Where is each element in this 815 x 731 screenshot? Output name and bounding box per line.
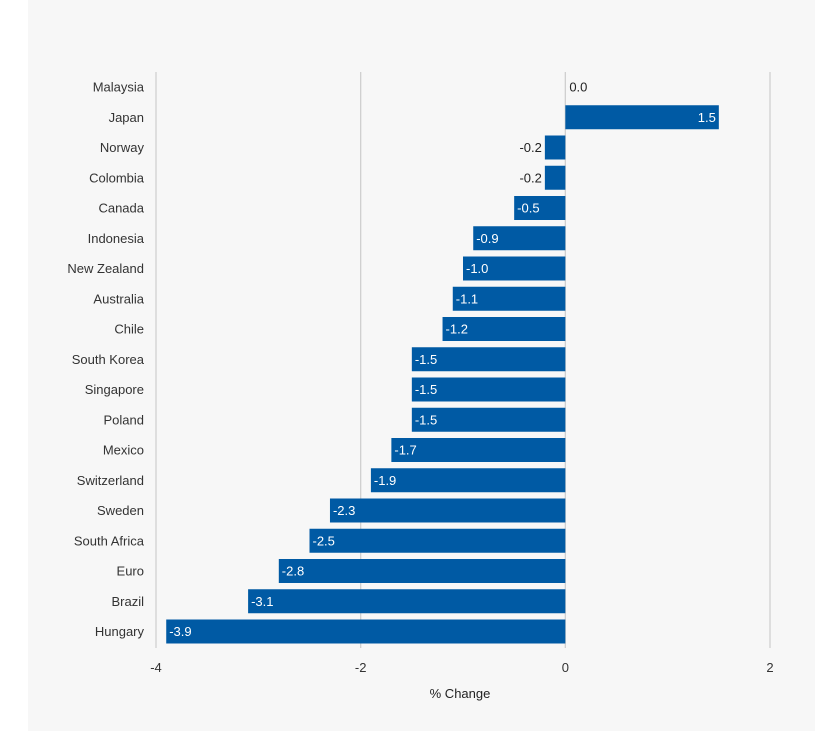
category-label: South Korea xyxy=(72,352,145,367)
value-label: -0.9 xyxy=(476,231,498,246)
value-label: 1.5 xyxy=(698,110,716,125)
category-label: Poland xyxy=(104,412,144,427)
bar xyxy=(329,498,566,523)
bars xyxy=(166,105,719,644)
bar xyxy=(463,256,566,281)
bar xyxy=(514,196,566,220)
category-labels: Malaysia Japan Norway Colombia Canada Indones… xyxy=(67,80,144,640)
category-label: Colombia xyxy=(89,170,145,185)
category-label: Sweden xyxy=(97,503,144,518)
bar xyxy=(442,317,566,341)
x-axis-ticks: -4 -2 0 2 xyxy=(150,660,773,675)
x-axis-title: % Change xyxy=(430,686,491,701)
bar xyxy=(473,226,566,251)
value-label: -1.5 xyxy=(415,412,437,427)
bar xyxy=(278,559,566,583)
bar xyxy=(309,528,566,553)
value-label: -2.5 xyxy=(313,533,335,548)
value-label: -1.0 xyxy=(466,261,488,276)
x-tick-label: -2 xyxy=(355,660,367,675)
bar xyxy=(544,135,566,160)
x-tick-label: -4 xyxy=(150,660,162,675)
bar xyxy=(411,407,566,432)
bar xyxy=(411,377,566,402)
category-label: Indonesia xyxy=(88,231,145,246)
category-label: Chile xyxy=(114,322,144,337)
value-label: -3.9 xyxy=(169,624,191,639)
category-label: Brazil xyxy=(111,594,144,609)
x-tick-label: 0 xyxy=(562,660,569,675)
category-label: Japan xyxy=(109,110,144,125)
value-label: -2.8 xyxy=(282,564,304,579)
category-label: Mexico xyxy=(103,443,144,458)
value-label: -1.9 xyxy=(374,473,396,488)
bar xyxy=(565,105,719,130)
bar xyxy=(391,438,566,462)
value-label: -1.2 xyxy=(446,322,468,337)
value-label: -0.2 xyxy=(519,170,541,185)
bar xyxy=(452,286,566,311)
value-label: -1.5 xyxy=(415,382,437,397)
category-label: Norway xyxy=(100,140,145,155)
category-label: Euro xyxy=(117,564,144,579)
value-label: -3.1 xyxy=(251,594,273,609)
value-label: 0.0 xyxy=(569,80,587,95)
value-label: -1.5 xyxy=(415,352,437,367)
value-label: -0.2 xyxy=(519,140,541,155)
value-label: -1.1 xyxy=(456,291,478,306)
bar xyxy=(544,165,566,190)
value-label: -2.3 xyxy=(333,503,355,518)
bar xyxy=(411,347,566,372)
category-label: Australia xyxy=(93,291,144,306)
category-label: Switzerland xyxy=(77,473,144,488)
value-label: -0.5 xyxy=(517,201,539,216)
x-tick-label: 2 xyxy=(766,660,773,675)
category-label: Singapore xyxy=(85,382,144,397)
bar xyxy=(248,589,566,614)
category-label: New Zealand xyxy=(67,261,144,276)
category-label: South Africa xyxy=(74,533,145,548)
bar xyxy=(166,619,566,644)
category-label: Malaysia xyxy=(93,80,145,95)
category-label: Canada xyxy=(98,201,144,216)
category-label: Hungary xyxy=(95,624,145,639)
value-label: -1.7 xyxy=(394,443,416,458)
value-labels: 0.0 1.5 -0.2 -0.2 -0.5 -0.9 -1.0 -1.1 -1.2 -1.5 -1… xyxy=(169,80,716,640)
bar xyxy=(370,468,566,493)
